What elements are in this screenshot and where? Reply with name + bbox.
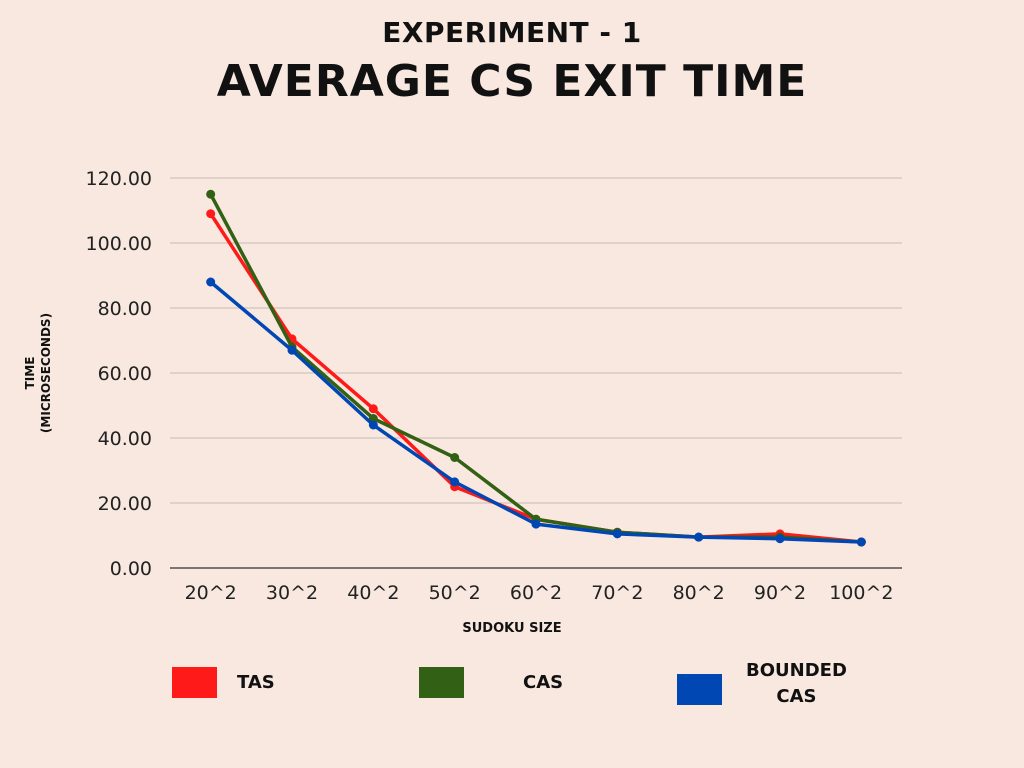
legend-label-bounded-cas: BOUNDED CAS [746, 660, 847, 707]
data-point [450, 477, 460, 487]
data-point [206, 209, 216, 219]
grid-lines [170, 177, 902, 569]
data-point [856, 537, 866, 547]
data-point [287, 345, 297, 355]
y-tick-label: 80.00 [98, 298, 152, 320]
y-axis-label-line1: TIME [23, 357, 37, 390]
legend-item-cas: CAS [419, 667, 563, 698]
x-axis-ticks: 20^2 30^2 40^2 50^2 60^2 70^2 80^2 90^2 100^2 [185, 582, 894, 604]
data-point [368, 420, 378, 430]
series-line [208, 192, 864, 544]
x-tick-label: 40^2 [347, 582, 399, 604]
y-axis-ticks: 0.00 20.00 40.00 60.00 80.00 100.00 120.00 [86, 168, 152, 580]
x-tick-label: 90^2 [754, 582, 806, 604]
x-axis-label: SUDOKU SIZE [462, 621, 561, 636]
x-tick-label: 20^2 [185, 582, 237, 604]
data-point [206, 277, 216, 287]
legend-item-tas: TAS [172, 667, 275, 698]
series-line [208, 212, 864, 544]
x-tick-label: 80^2 [673, 582, 725, 604]
x-tick-label: 70^2 [591, 582, 643, 604]
data-point [694, 532, 704, 542]
y-tick-label: 40.00 [98, 428, 152, 450]
x-tick-label: 60^2 [510, 582, 562, 604]
data-point [368, 404, 378, 414]
y-axis-label-line2: (MICROSECONDS) [39, 313, 53, 433]
y-tick-label: 0.00 [110, 558, 152, 580]
series-tas [206, 209, 866, 547]
data-point [450, 453, 460, 462]
y-tick-label: 20.00 [98, 493, 152, 515]
y-tick-label: 120.00 [86, 168, 152, 190]
data-point [775, 534, 785, 544]
chart-title: AVERAGE CS EXIT TIME [216, 56, 808, 107]
data-point [206, 189, 216, 199]
legend-swatch-cas [419, 667, 464, 698]
legend-swatch-bounded-cas [677, 673, 722, 705]
y-tick-label: 60.00 [98, 363, 152, 385]
y-tick-label: 100.00 [86, 233, 152, 255]
x-tick-label: 100^2 [829, 582, 893, 604]
legend-swatch-tas [172, 667, 217, 698]
x-tick-label: 50^2 [429, 582, 481, 604]
series-bounded-cas [206, 277, 866, 547]
series-group [206, 189, 866, 547]
data-point [531, 519, 541, 529]
legend-item-bounded-cas: BOUNDED CAS [677, 658, 847, 710]
legend-label-tas: TAS [237, 671, 275, 693]
legend-label-cas: CAS [523, 671, 564, 693]
x-tick-label: 30^2 [266, 582, 318, 604]
data-point [612, 529, 622, 539]
y-axis-label-group: TIME (MICROSECONDS) [23, 313, 53, 433]
chart-subtitle: EXPERIMENT - 1 [382, 16, 642, 49]
